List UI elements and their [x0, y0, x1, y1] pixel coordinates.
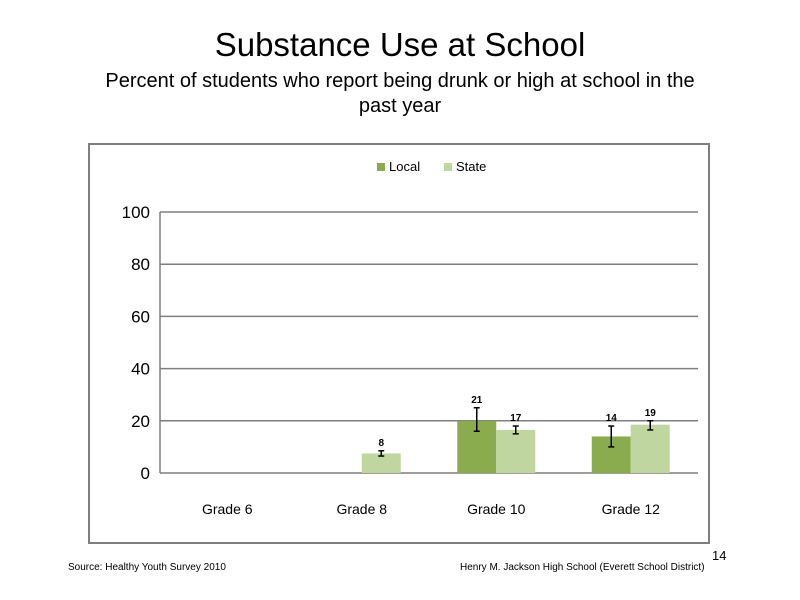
x-tick-label-2: Grade 10: [467, 501, 526, 517]
page-number: 14: [712, 548, 727, 563]
data-label-state-3: 19: [645, 408, 657, 419]
data-label-state-1: 8: [378, 438, 384, 449]
legend-label-state: State: [456, 159, 486, 174]
bar-state-1: [361, 453, 401, 473]
data-label-local-2: 21: [471, 395, 483, 406]
bar-state-2: [496, 429, 536, 473]
x-tick-label-1: Grade 8: [336, 501, 387, 517]
y-tick-label-0: 0: [141, 464, 150, 483]
data-label-state-2: 17: [510, 413, 522, 424]
y-tick-label-20: 20: [131, 412, 150, 431]
slide-title: Substance Use at School: [214, 26, 586, 63]
legend-swatch-state: [444, 163, 452, 171]
y-tick-label-100: 100: [122, 203, 150, 222]
bar-state-3: [630, 424, 670, 473]
y-tick-label-60: 60: [131, 307, 150, 326]
legend-swatch-local: [377, 163, 385, 171]
legend-label-local: Local: [389, 159, 420, 174]
y-tick-label-40: 40: [131, 360, 150, 379]
x-tick-label-0: Grade 6: [202, 501, 253, 517]
slide-subtitle: Percent of students who report being dru…: [105, 70, 695, 117]
y-tick-label-80: 80: [131, 255, 150, 274]
footer-school: Henry M. Jackson High School (Everett Sc…: [460, 562, 705, 573]
data-label-local-3: 14: [606, 413, 618, 424]
bar-chart: 0 20 40 60 80 100 Grade 6 Grade 8 8 Grade 10 21 17 G…: [122, 159, 698, 517]
x-tick-label-3: Grade 12: [602, 501, 661, 517]
footer-source: Source: Healthy Youth Survey 2010: [68, 562, 226, 573]
chart-frame: 0 20 40 60 80 100 Grade 6 Grade 8 8 Grade 10 21 17 G…: [88, 143, 710, 544]
